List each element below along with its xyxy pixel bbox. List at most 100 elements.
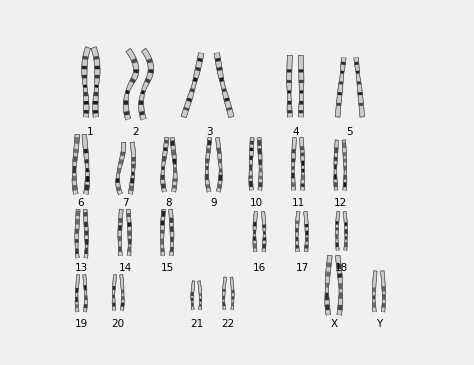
Polygon shape: [170, 141, 175, 146]
Polygon shape: [340, 70, 344, 74]
Polygon shape: [334, 147, 338, 153]
Polygon shape: [344, 166, 346, 170]
Polygon shape: [259, 176, 263, 179]
Polygon shape: [325, 304, 330, 310]
Polygon shape: [259, 168, 262, 172]
Polygon shape: [232, 296, 234, 300]
Polygon shape: [298, 55, 304, 117]
Polygon shape: [299, 101, 303, 105]
Polygon shape: [222, 88, 227, 92]
Polygon shape: [164, 140, 169, 144]
Polygon shape: [95, 85, 99, 88]
Polygon shape: [191, 281, 195, 310]
Polygon shape: [84, 159, 89, 164]
Text: 21: 21: [190, 319, 203, 329]
Polygon shape: [287, 110, 292, 114]
Polygon shape: [148, 69, 154, 73]
Polygon shape: [85, 176, 90, 182]
Text: 12: 12: [334, 198, 347, 208]
Polygon shape: [190, 88, 195, 92]
Polygon shape: [382, 303, 385, 308]
Polygon shape: [342, 142, 346, 148]
Polygon shape: [72, 135, 80, 195]
Polygon shape: [219, 169, 222, 172]
Polygon shape: [218, 159, 222, 164]
Polygon shape: [206, 184, 210, 189]
Polygon shape: [253, 243, 257, 249]
Polygon shape: [295, 237, 298, 241]
Polygon shape: [301, 161, 304, 166]
Polygon shape: [82, 75, 87, 78]
Polygon shape: [93, 101, 98, 105]
Polygon shape: [300, 138, 305, 190]
Polygon shape: [358, 92, 363, 95]
Polygon shape: [82, 66, 87, 69]
Text: 13: 13: [74, 263, 88, 273]
Polygon shape: [253, 222, 257, 226]
Polygon shape: [300, 91, 303, 93]
Polygon shape: [222, 289, 225, 292]
Polygon shape: [116, 187, 121, 191]
Polygon shape: [291, 173, 295, 178]
Polygon shape: [172, 185, 177, 189]
Polygon shape: [299, 80, 304, 83]
Polygon shape: [206, 148, 210, 153]
Polygon shape: [354, 57, 365, 117]
Polygon shape: [173, 178, 177, 182]
Polygon shape: [263, 231, 266, 235]
Polygon shape: [249, 181, 253, 187]
Polygon shape: [344, 175, 347, 180]
Polygon shape: [191, 303, 194, 307]
Polygon shape: [198, 281, 202, 310]
Polygon shape: [94, 66, 100, 69]
Polygon shape: [183, 107, 189, 111]
Polygon shape: [118, 209, 123, 256]
Polygon shape: [343, 182, 347, 187]
Polygon shape: [112, 295, 115, 298]
Polygon shape: [83, 212, 87, 216]
Polygon shape: [292, 166, 294, 170]
Polygon shape: [249, 155, 253, 160]
Polygon shape: [287, 91, 291, 93]
Polygon shape: [257, 138, 263, 190]
Polygon shape: [127, 222, 131, 227]
Polygon shape: [287, 55, 292, 117]
Polygon shape: [83, 101, 89, 105]
Text: 18: 18: [335, 263, 348, 273]
Polygon shape: [214, 53, 234, 118]
Polygon shape: [120, 274, 124, 310]
Polygon shape: [334, 140, 338, 190]
Polygon shape: [197, 58, 203, 62]
Polygon shape: [253, 230, 256, 234]
Polygon shape: [118, 246, 122, 252]
Polygon shape: [75, 275, 80, 312]
Polygon shape: [195, 67, 201, 71]
Text: 2: 2: [133, 127, 139, 137]
Polygon shape: [207, 140, 211, 146]
Polygon shape: [74, 137, 80, 144]
Polygon shape: [337, 92, 342, 95]
Polygon shape: [325, 271, 330, 277]
Polygon shape: [93, 110, 98, 114]
Polygon shape: [325, 255, 332, 315]
Polygon shape: [170, 237, 174, 242]
Polygon shape: [118, 218, 122, 223]
Polygon shape: [292, 158, 295, 162]
Polygon shape: [145, 78, 151, 84]
Polygon shape: [125, 90, 130, 94]
Polygon shape: [216, 138, 222, 192]
Polygon shape: [292, 149, 296, 153]
Text: 14: 14: [118, 263, 132, 273]
Polygon shape: [344, 222, 347, 226]
Polygon shape: [337, 273, 342, 278]
Polygon shape: [76, 211, 80, 216]
Text: 22: 22: [222, 319, 235, 329]
Polygon shape: [263, 238, 266, 241]
Polygon shape: [128, 239, 131, 245]
Polygon shape: [372, 287, 376, 292]
Polygon shape: [372, 271, 377, 312]
Polygon shape: [336, 227, 338, 230]
Polygon shape: [305, 224, 309, 227]
Text: Y: Y: [376, 319, 383, 329]
Polygon shape: [334, 164, 337, 169]
